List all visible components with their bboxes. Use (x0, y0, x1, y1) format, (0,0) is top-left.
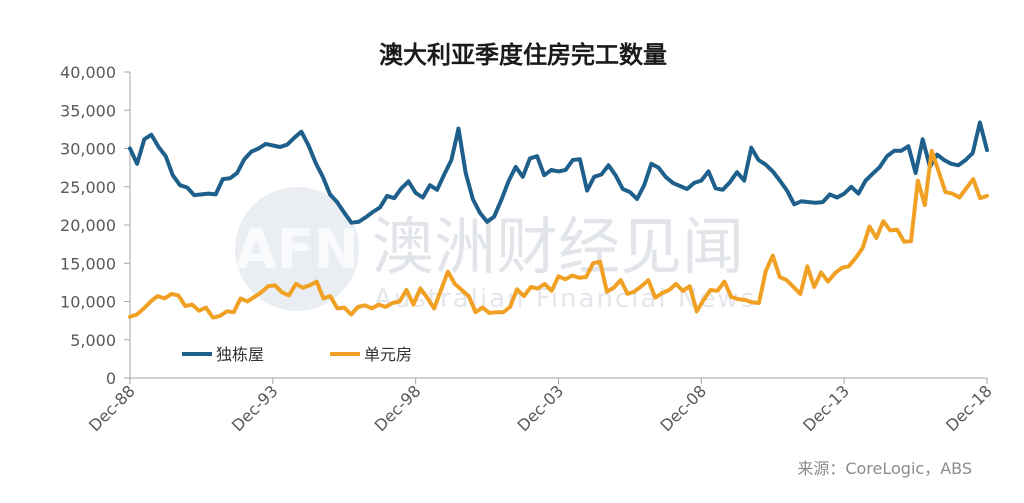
y-tick-label: 40,000 (60, 63, 116, 82)
legend-label-units: 单元房 (364, 345, 412, 364)
x-tick-label: Dec-93 (228, 381, 282, 435)
x-tick-label: Dec-98 (371, 381, 425, 435)
series-line-units (128, 148, 989, 320)
x-tick-label: Dec-88 (85, 381, 139, 435)
y-tick-group: 0 5,000 10,000 15,000 20,000 25,000 30,000 35,0… (60, 63, 130, 388)
y-tick-label: 5,000 (70, 331, 116, 350)
x-tick-group: Dec-88 Dec-93 Dec-98 Dec-03 Dec-08 Dec-13 Dec-… (85, 378, 996, 435)
y-tick-label: 10,000 (60, 293, 116, 312)
x-tick-label: Dec-13 (799, 381, 853, 435)
series-line-detached-houses (128, 120, 989, 225)
y-tick-label: 25,000 (60, 178, 116, 197)
legend-label-detached: 独栋屋 (216, 345, 264, 364)
x-tick-label: Dec-03 (514, 381, 568, 435)
watermark-logo-text: AFN (235, 218, 359, 281)
series-group (128, 120, 989, 320)
x-tick-label: Dec-08 (656, 381, 710, 435)
chart-title: 澳大利亚季度住房完工数量 (379, 41, 667, 69)
watermark: AFN 澳洲财经见闻 Australian Financial News (235, 187, 754, 314)
x-tick-label: Dec-18 (942, 381, 996, 435)
source-note: 来源：CoreLogic，ABS (797, 459, 972, 478)
y-tick-label: 0 (106, 369, 116, 388)
y-tick-label: 15,000 (60, 254, 116, 273)
y-tick-label: 30,000 (60, 140, 116, 159)
legend: 独栋屋 单元房 (182, 345, 412, 364)
y-tick-label: 20,000 (60, 216, 116, 235)
watermark-cn-text: 澳洲财经见闻 (372, 210, 744, 283)
watermark-logo-icon (235, 187, 359, 311)
y-tick-label: 35,000 (60, 101, 116, 120)
